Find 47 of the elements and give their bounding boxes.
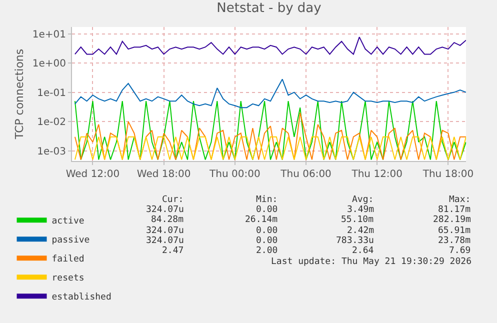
x-tick-label: Thu 06:00: [280, 169, 332, 180]
text: 26.14m: [245, 215, 278, 225]
chart-title: Netstat - by day: [216, 1, 322, 16]
line-series: [74, 36, 466, 55]
x-tick-label: Thu 12:00: [350, 169, 403, 180]
text: 2.00: [256, 246, 278, 256]
text: 84.28m: [151, 215, 184, 225]
text: 783.33u: [336, 236, 374, 246]
text: 324.07u: [146, 236, 184, 246]
text: 282.19m: [433, 215, 471, 225]
legend-label: established: [52, 292, 112, 303]
text: 2.64: [352, 246, 374, 256]
text: 65.91m: [438, 226, 471, 236]
text: 3.49m: [347, 205, 374, 215]
x-tick-label: Thu 00:00: [208, 169, 260, 180]
y-tick-label: 1e-01: [37, 88, 66, 99]
x-tick-label: Wed 12:00: [66, 169, 120, 180]
line-series: [74, 112, 466, 160]
legend-label: active: [52, 216, 84, 227]
text: 0.00: [256, 236, 278, 246]
x-tick-label: Thu 18:00: [422, 169, 474, 180]
line-series: [74, 78, 466, 108]
y-tick-label: 1e-02: [37, 117, 66, 128]
text: Max:: [449, 195, 471, 205]
text: 0.00: [256, 226, 278, 236]
text: 81.17m: [438, 205, 471, 215]
text: 2.47: [162, 246, 184, 256]
text: 7.69: [449, 246, 471, 256]
legend-label: resets: [52, 274, 84, 284]
text: Cur:: [162, 195, 184, 205]
text: Min:: [256, 195, 278, 205]
y-axis-title: TCP connections: [13, 48, 26, 140]
text: Last update: Thu May 21 19:30:29 2026: [271, 257, 472, 267]
line-series: [74, 100, 466, 160]
text: Avg:: [352, 195, 374, 205]
text: 324.07u: [146, 226, 184, 236]
y-tick-label: 1e-03: [37, 146, 66, 158]
y-tick-label: 1e+01: [32, 29, 66, 40]
y-tick-label: 1e+00: [32, 58, 66, 70]
legend-label: passive: [52, 236, 90, 246]
text: 0.00: [256, 205, 278, 215]
x-tick-label: Wed 18:00: [136, 169, 191, 180]
text: 324.07u: [146, 205, 184, 215]
text: 23.78m: [438, 236, 471, 246]
text: 55.10m: [341, 215, 374, 225]
legend-label: failed: [52, 254, 84, 265]
text: 2.42m: [347, 226, 374, 236]
